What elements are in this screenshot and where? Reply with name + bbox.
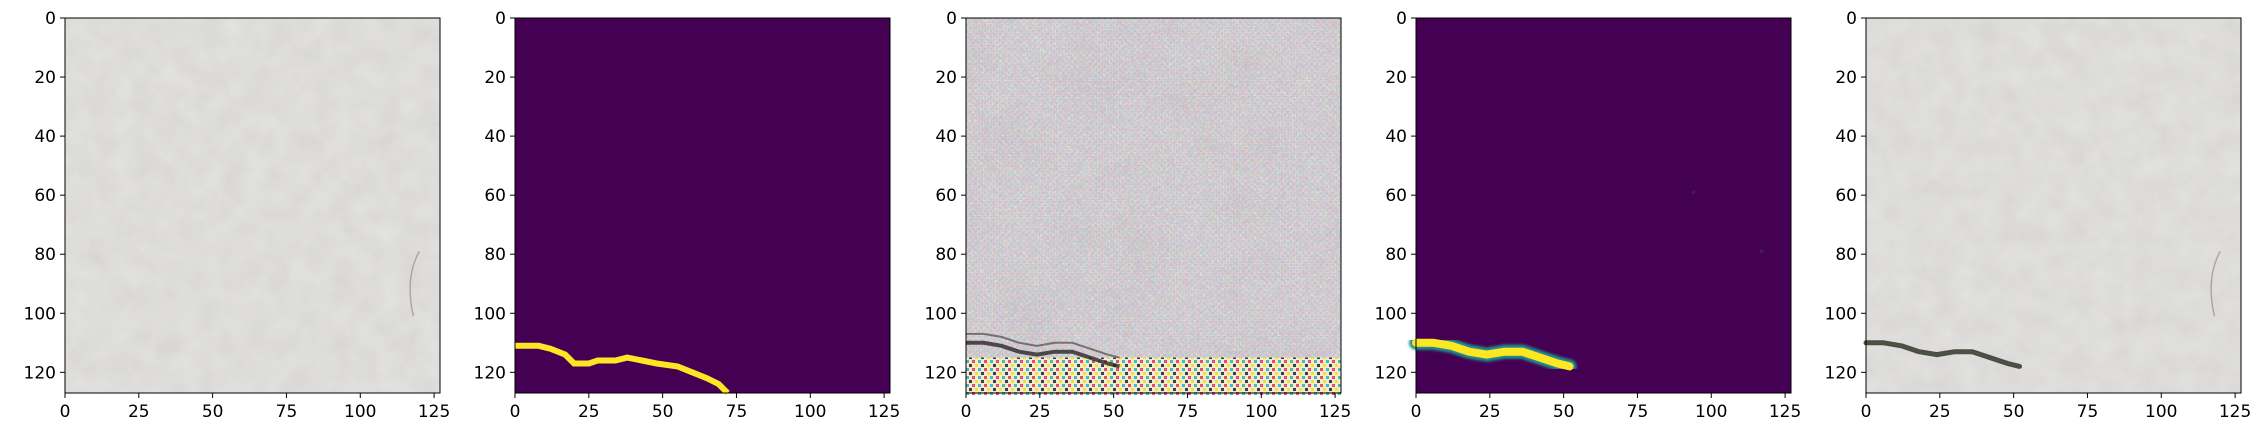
x-tick-label: 0 bbox=[510, 402, 521, 422]
y-tick-label: 20 bbox=[34, 68, 56, 88]
concrete-speckle bbox=[65, 18, 440, 393]
x-tick-label: 100 bbox=[1695, 402, 1727, 422]
y-tick-label: 100 bbox=[1825, 304, 1857, 324]
x-tick-label: 0 bbox=[961, 402, 972, 422]
x-tick-label: 125 bbox=[2219, 402, 2251, 422]
mask-crack bbox=[515, 342, 730, 396]
axes-frame bbox=[514, 17, 891, 394]
mask-background bbox=[515, 18, 890, 393]
concrete-speckle bbox=[1866, 18, 2241, 393]
x-tick-label: 25 bbox=[578, 402, 600, 422]
y-tick-label: 40 bbox=[484, 127, 506, 147]
y-tick-label: 40 bbox=[34, 127, 56, 147]
y-tick-label: 40 bbox=[1385, 127, 1407, 147]
overlay-image: 0 25 50 75 100 125 0 20 40 60 80 100 120 bbox=[1825, 9, 2252, 422]
mask-crack bbox=[1412, 338, 1574, 371]
x-tick-label: 25 bbox=[1029, 402, 1051, 422]
x-tick-label: 125 bbox=[1769, 402, 1801, 422]
y-tick-label: 60 bbox=[34, 186, 56, 206]
y-tick-label: 0 bbox=[1396, 9, 1407, 29]
y-tick-label: 80 bbox=[484, 245, 506, 265]
y-tick-label: 20 bbox=[484, 68, 506, 88]
input-image: 0 25 50 75 100 125 0 20 40 60 80 100 120 bbox=[24, 9, 451, 422]
generated-image: 0 25 50 75 100 125 0 20 40 60 80 100 120 bbox=[925, 9, 1352, 422]
y-tick-label: 80 bbox=[1385, 245, 1407, 265]
y-tick-label: 20 bbox=[935, 68, 957, 88]
gen-bottom-band bbox=[966, 357, 1341, 395]
x-tick-label: 125 bbox=[1319, 402, 1351, 422]
axes-frame bbox=[1415, 17, 1792, 394]
y-tick-label: 120 bbox=[24, 363, 56, 383]
x-tick-label: 50 bbox=[202, 402, 224, 422]
y-tick-label: 120 bbox=[925, 363, 957, 383]
axes-frame bbox=[64, 17, 441, 394]
y-tick-label: 100 bbox=[24, 304, 56, 324]
x-tick-label: 75 bbox=[726, 402, 748, 422]
y-tick-label: 100 bbox=[925, 304, 957, 324]
predicted-mask: 0 25 50 75 100 125 0 20 40 60 80 100 120 bbox=[1375, 9, 1802, 422]
y-tick-label: 0 bbox=[45, 9, 56, 29]
y-tick-label: 20 bbox=[1385, 68, 1407, 88]
x-tick-label: 0 bbox=[60, 402, 71, 422]
y-tick-label: 120 bbox=[1375, 363, 1407, 383]
x-tick-label: 75 bbox=[1627, 402, 1649, 422]
x-tick-label: 50 bbox=[1103, 402, 1125, 422]
y-tick-label: 20 bbox=[1835, 68, 1857, 88]
y-tick-label: 0 bbox=[495, 9, 506, 29]
x-tick-label: 25 bbox=[1479, 402, 1501, 422]
axes-frame bbox=[1865, 17, 2242, 394]
x-tick-label: 100 bbox=[1245, 402, 1277, 422]
y-tick-label: 100 bbox=[1375, 304, 1407, 324]
mask-background bbox=[1416, 18, 1791, 393]
x-tick-label: 100 bbox=[344, 402, 376, 422]
x-tick-label: 50 bbox=[2003, 402, 2025, 422]
y-tick-label: 100 bbox=[474, 304, 506, 324]
x-tick-label: 25 bbox=[128, 402, 150, 422]
y-tick-label: 80 bbox=[1835, 245, 1857, 265]
x-tick-label: 75 bbox=[2077, 402, 2099, 422]
x-tick-label: 50 bbox=[652, 402, 674, 422]
ground-truth-mask: 0 25 50 75 100 125 0 20 40 60 80 100 120 bbox=[474, 9, 901, 422]
x-tick-label: 100 bbox=[794, 402, 826, 422]
axes-frame bbox=[965, 17, 1342, 394]
y-tick-label: 40 bbox=[935, 127, 957, 147]
gen-crack bbox=[966, 340, 1120, 369]
y-tick-label: 40 bbox=[1835, 127, 1857, 147]
y-tick-label: 0 bbox=[946, 9, 957, 29]
mask-speck bbox=[1759, 249, 1764, 254]
gen-grid-artifacts bbox=[966, 18, 1341, 393]
y-tick-label: 60 bbox=[484, 186, 506, 206]
y-tick-label: 60 bbox=[935, 186, 957, 206]
y-tick-label: 120 bbox=[1825, 363, 1857, 383]
hairline-mark bbox=[2210, 250, 2221, 317]
x-tick-label: 25 bbox=[1929, 402, 1951, 422]
y-tick-label: 0 bbox=[1846, 9, 1857, 29]
x-tick-label: 75 bbox=[276, 402, 298, 422]
x-tick-label: 125 bbox=[868, 402, 900, 422]
y-tick-label: 80 bbox=[34, 245, 56, 265]
crack-line-edge bbox=[1866, 342, 2020, 368]
y-tick-label: 60 bbox=[1385, 186, 1407, 206]
gen-crack-echo bbox=[966, 332, 1120, 359]
y-tick-label: 60 bbox=[1835, 186, 1857, 206]
x-tick-label: 125 bbox=[418, 402, 450, 422]
x-tick-label: 50 bbox=[1553, 402, 1575, 422]
x-tick-label: 75 bbox=[1177, 402, 1199, 422]
x-tick-label: 0 bbox=[1861, 402, 1872, 422]
mask-speck bbox=[1691, 190, 1696, 195]
x-tick-label: 100 bbox=[2145, 402, 2177, 422]
y-tick-label: 80 bbox=[935, 245, 957, 265]
hairline-mark bbox=[409, 250, 420, 317]
y-tick-label: 120 bbox=[474, 363, 506, 383]
x-tick-label: 0 bbox=[1411, 402, 1422, 422]
